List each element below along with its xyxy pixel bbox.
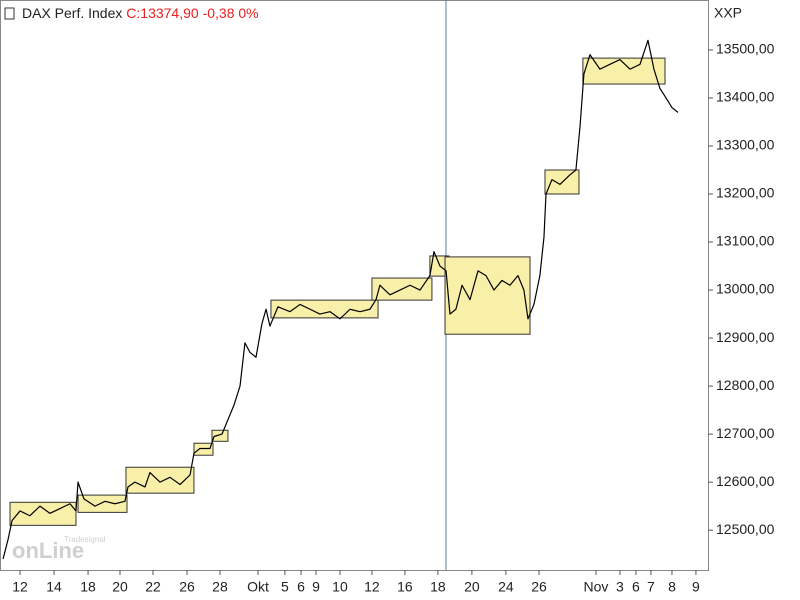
x-tick-label: 3 <box>616 579 624 595</box>
x-tick-label: 8 <box>668 579 676 595</box>
x-tick-label: 5 <box>281 579 289 595</box>
unit-label: XXP <box>714 5 742 21</box>
y-tick-label: 13000,00 <box>716 281 775 297</box>
x-tick-label: 10 <box>332 579 348 595</box>
range-box <box>444 256 531 335</box>
marks <box>2 39 679 560</box>
range-box <box>270 299 379 319</box>
range-box <box>582 57 666 85</box>
x-tick-label: 12 <box>12 579 28 595</box>
x-tick-label: 12 <box>364 579 380 595</box>
quote: C:13374,90 -0,38 0% <box>126 5 258 21</box>
x-tick-label: Okt <box>247 579 269 595</box>
x-tick-label: 16 <box>397 579 413 595</box>
x-tick-label: 26 <box>179 579 195 595</box>
x-tick-label: 18 <box>430 579 446 595</box>
x-tick-label: 26 <box>531 579 547 595</box>
x-tick-label: 24 <box>498 579 514 595</box>
x-tick-label: 20 <box>464 579 480 595</box>
watermark-brand: onLine <box>12 538 84 563</box>
header: DAX Perf. Index C:13374,90 -0,38 0% <box>22 5 259 21</box>
y-tick-label: 12500,00 <box>716 521 775 537</box>
price-line <box>2 39 679 560</box>
x-tick-label: Nov <box>584 579 609 595</box>
y-tick-label: 12700,00 <box>716 425 775 441</box>
y-tick-label: 12900,00 <box>716 329 775 345</box>
x-tick-label: 20 <box>112 579 128 595</box>
x-tick-label: 7 <box>647 579 655 595</box>
x-tick-label: 14 <box>46 579 62 595</box>
chart-title: DAX Perf. Index <box>22 5 122 21</box>
y-tick-label: 13500,00 <box>716 41 775 57</box>
y-tick-label: 13400,00 <box>716 89 775 105</box>
x-tick-label: 9 <box>692 579 700 595</box>
x-tick-label: 28 <box>212 579 228 595</box>
x-tick-label: 22 <box>145 579 161 595</box>
watermark-vendor: Tradesignal <box>64 535 106 544</box>
range-box <box>193 442 214 456</box>
y-tick-label: 13300,00 <box>716 137 775 153</box>
y-tick-label: 12600,00 <box>716 473 775 489</box>
plot-frame <box>0 0 709 571</box>
y-tick-label: 13100,00 <box>716 233 775 249</box>
y-tick-label: 13200,00 <box>716 185 775 201</box>
header-icon <box>4 7 15 20</box>
range-box <box>125 466 195 494</box>
x-tick-label: 6 <box>297 579 305 595</box>
range-box <box>9 501 77 526</box>
x-tick-label: 6 <box>632 579 640 595</box>
y-tick-label: 12800,00 <box>716 377 775 393</box>
watermark: onLine Tradesignal <box>12 535 106 563</box>
x-tick-label: 9 <box>312 579 320 595</box>
range-box <box>77 494 128 513</box>
x-tick-label: 18 <box>80 579 96 595</box>
range-box <box>211 429 229 442</box>
